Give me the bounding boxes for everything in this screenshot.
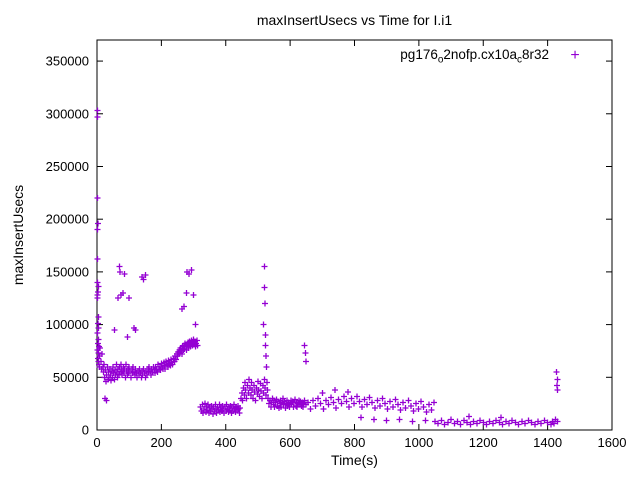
x-tick-label: 400 [215,435,237,450]
y-tick-label: 150000 [46,264,89,279]
x-tick-label: 800 [344,435,366,450]
x-tick-label: 600 [279,435,301,450]
y-tick-label: 300000 [46,106,89,121]
legend-marker-icon: + [570,47,580,65]
y-tick-label: 350000 [46,54,89,69]
chart-title: maxInsertUsecs vs Time for I.i1 [256,12,453,28]
plot-border [96,39,613,431]
scatter-points [94,107,561,428]
x-axis-label: Time(s) [331,452,378,468]
y-tick-label: 250000 [46,159,89,174]
x-tick-label: 0 [93,435,100,450]
x-tick-label: 1600 [598,435,627,450]
legend: pg176o2nofp.cx10ac8r32 + [97,47,589,66]
y-tick-label: 50000 [53,370,89,385]
x-tick-label: 200 [151,435,173,450]
x-tick-label: 1400 [533,435,562,450]
x-tick-label: 1200 [469,435,498,450]
legend-series-label: pg176o2nofp.cx10ac8r32 [400,47,549,66]
y-tick-label: 0 [82,423,89,438]
y-tick-label: 200000 [46,212,89,227]
y-tick-label: 100000 [46,317,89,332]
x-tick-label: 1000 [404,435,433,450]
